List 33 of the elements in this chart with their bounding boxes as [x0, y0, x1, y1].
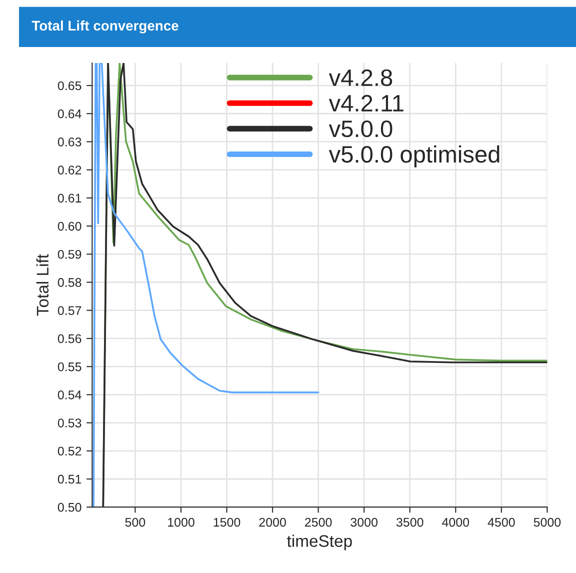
y-tick-label: 0.52	[58, 446, 82, 456]
x-tick-label: 1000	[168, 518, 194, 527]
y-tick-label: 0.61	[58, 194, 82, 203]
x-tick-label: 2000	[259, 518, 286, 527]
y-tick-label: 0.60	[58, 222, 82, 231]
y-tick-label: 0.65	[58, 81, 82, 90]
x-tick-label: 3500	[396, 518, 424, 527]
y-tick-label: 0.55	[58, 362, 82, 372]
x-tick-label: 1500	[214, 518, 240, 527]
x-axis-title: timeStep	[287, 534, 352, 550]
x-tick-label: 4500	[488, 518, 515, 527]
x-tick-label: 2500	[305, 518, 332, 527]
legend-label: v5.0.0	[328, 120, 392, 138]
legend-label: v4.2.11	[328, 94, 404, 112]
y-tick-label: 0.63	[58, 138, 82, 146]
y-tick-label: 0.64	[58, 109, 82, 118]
chart-title: Total Lift convergence	[32, 20, 178, 34]
y-axis-title: Total Lift	[36, 254, 49, 316]
y-tick-label: 0.57	[58, 306, 82, 316]
y-tick-label: 0.51	[58, 474, 82, 484]
x-tick-label: 500	[125, 518, 146, 527]
x-tick-label: 4000	[442, 518, 470, 527]
y-tick-label: 0.50	[58, 502, 82, 512]
y-tick-label: 0.59	[58, 250, 82, 259]
y-tick-label: 0.53	[58, 418, 82, 428]
legend-label: v4.2.8	[328, 69, 392, 86]
legend-label: v5.0.0 optimised	[328, 145, 500, 168]
y-tick-label: 0.56	[58, 334, 82, 344]
y-tick-label: 0.58	[58, 278, 82, 287]
y-tick-label: 0.62	[58, 166, 82, 174]
y-tick-label: 0.54	[58, 390, 82, 400]
x-tick-label: 5000	[534, 518, 561, 527]
x-tick-label: 3000	[350, 518, 378, 527]
